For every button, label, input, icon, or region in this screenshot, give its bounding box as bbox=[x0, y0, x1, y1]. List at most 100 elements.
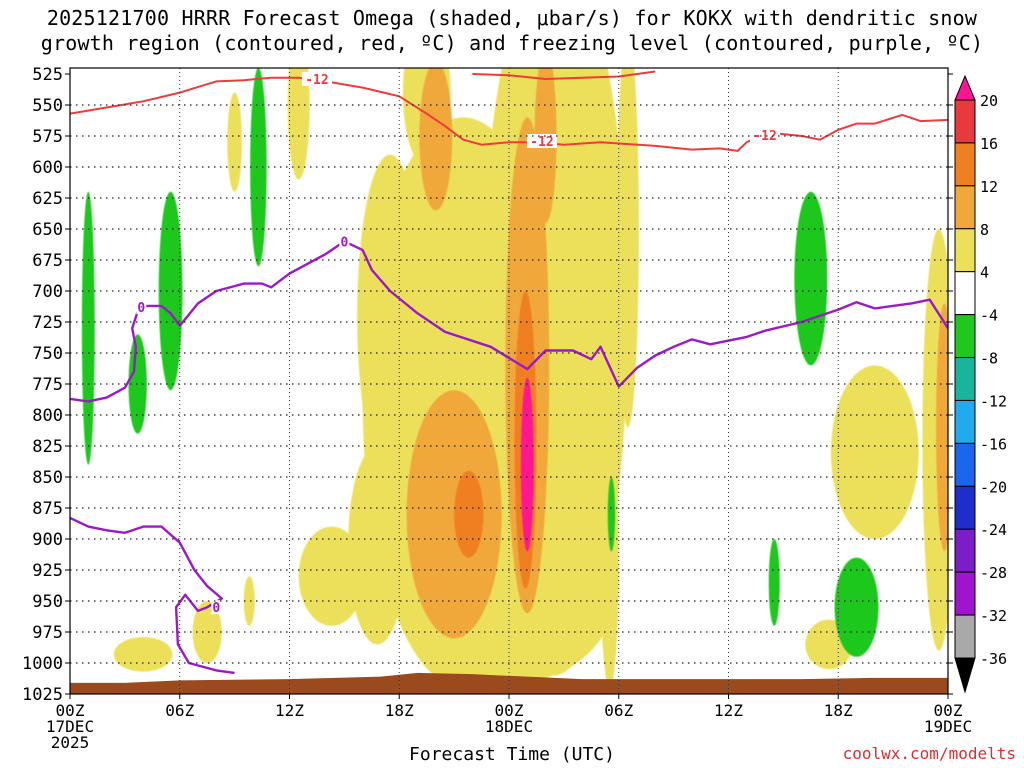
freezing-level-label: 0 bbox=[340, 235, 348, 250]
omega-shade-negative bbox=[768, 539, 780, 626]
colorbar-label: -16 bbox=[980, 435, 1007, 453]
pressure-tick-label: 800 bbox=[32, 406, 63, 426]
colorbar-bottom-arrow bbox=[954, 657, 976, 694]
omega-shade bbox=[243, 576, 255, 626]
colorbar-band bbox=[954, 442, 976, 487]
omega-shade bbox=[298, 526, 365, 626]
time-tick-label: 17DEC bbox=[46, 717, 94, 736]
colorbar-label: -36 bbox=[980, 650, 1007, 668]
pressure-tick-label: 525 bbox=[32, 65, 63, 85]
dgz-label: -12 bbox=[753, 129, 776, 144]
omega-shade-negative bbox=[794, 191, 828, 366]
pressure-tick-label: 575 bbox=[32, 127, 63, 147]
freezing-level-label: 0 bbox=[212, 601, 220, 616]
time-tick-label: 2025 bbox=[51, 733, 90, 752]
dgz-label: -12 bbox=[305, 73, 328, 88]
colorbar-band bbox=[954, 228, 976, 273]
pressure-tick-label: 975 bbox=[32, 623, 63, 643]
pressure-tick-label: 950 bbox=[32, 592, 63, 612]
colorbar-band bbox=[954, 399, 976, 444]
pressure-tick-label: 875 bbox=[32, 499, 63, 519]
pressure-tick-label: 650 bbox=[32, 220, 63, 240]
omega-shade bbox=[520, 377, 534, 552]
time-tick-label: 06Z bbox=[604, 701, 633, 720]
dgz-label: -12 bbox=[530, 135, 553, 150]
colorbar-band bbox=[954, 485, 976, 530]
pressure-tick-label: 775 bbox=[32, 375, 63, 395]
pressure-tick-label: 750 bbox=[32, 344, 63, 364]
pressure-tick-label: 625 bbox=[32, 189, 63, 209]
colorbar-label: -24 bbox=[980, 521, 1007, 539]
pressure-tick-label: 825 bbox=[32, 437, 63, 457]
time-tick-label: 12Z bbox=[714, 701, 743, 720]
time-tick-label: 12Z bbox=[275, 701, 304, 720]
time-tick-label: 18Z bbox=[824, 701, 853, 720]
freezing-level-contour-lower bbox=[70, 516, 235, 675]
colorbar-label: -4 bbox=[980, 307, 998, 325]
pressure-tick-label: 700 bbox=[32, 282, 63, 302]
x-axis-label: Forecast Time (UTC) bbox=[409, 744, 615, 765]
time-tick-label: 00Z bbox=[56, 701, 85, 720]
colorbar-band bbox=[954, 185, 976, 230]
freezing-level-contour bbox=[70, 240, 948, 403]
omega-shade bbox=[192, 601, 222, 663]
pressure-tick-label: 725 bbox=[32, 313, 63, 333]
chart-title: 2025121700 HRRR Forecast Omega (shaded, … bbox=[0, 6, 1024, 56]
colorbar-band bbox=[954, 357, 976, 401]
dgz-label-bg bbox=[750, 127, 781, 142]
colorbar-band bbox=[954, 99, 976, 144]
time-tick-label: 06Z bbox=[165, 701, 194, 720]
colorbar-band bbox=[954, 271, 976, 316]
omega-shade bbox=[616, 68, 639, 428]
omega-shade bbox=[830, 365, 919, 539]
pressure-axis: 525 550 575 600 625 650 675 700 725 750 775 800 825 8… bbox=[22, 65, 953, 705]
colorbar-label: -28 bbox=[980, 564, 1007, 582]
colorbar-band bbox=[954, 142, 976, 187]
omega-shade bbox=[419, 68, 453, 211]
omega-shade bbox=[227, 92, 242, 192]
omega-shade bbox=[936, 303, 948, 552]
omega-shade-negative bbox=[250, 68, 267, 267]
pressure-tick-label: 1000 bbox=[22, 654, 63, 674]
colorbar-label: 12 bbox=[980, 178, 998, 196]
colorbar-band bbox=[954, 571, 976, 616]
time-tick-label: 18DEC bbox=[485, 717, 533, 736]
pressure-tick-label: 600 bbox=[32, 158, 63, 178]
omega-shade bbox=[357, 154, 424, 478]
freezing-level-label-bg bbox=[339, 234, 350, 249]
pressure-tick-label: 675 bbox=[32, 251, 63, 271]
colorbar-band bbox=[954, 528, 976, 573]
omega-shade bbox=[348, 446, 407, 645]
dgz-label-bg bbox=[301, 71, 332, 86]
omega-shade-negative bbox=[128, 334, 147, 434]
dgz-contour-top bbox=[472, 70, 656, 80]
colorbar-label: -20 bbox=[980, 478, 1007, 496]
colorbar: 20 16 12 8 4 -4 -8 -12 -16 -20 -24 -28 -32 -36 bbox=[954, 74, 1007, 694]
omega-shade bbox=[454, 470, 484, 558]
pressure-tick-label: 850 bbox=[32, 468, 63, 488]
colorbar-label: -8 bbox=[980, 350, 998, 368]
pressure-tick-label: 900 bbox=[32, 530, 63, 550]
freezing-level-label-bg bbox=[211, 600, 222, 615]
freezing-level-label-bg bbox=[136, 300, 147, 315]
omega-shade-negative bbox=[855, 586, 869, 636]
chart-title-line1: 2025121700 HRRR Forecast Omega (shaded, … bbox=[46, 6, 978, 30]
plot-area: -12 -12 -12 0 0 0 bbox=[70, 68, 948, 694]
colorbar-band bbox=[954, 314, 976, 359]
chart-title-line2: growth region (contoured, red, ºC) and f… bbox=[40, 31, 984, 55]
colorbar-band bbox=[954, 614, 976, 659]
colorbar-label: 16 bbox=[980, 135, 998, 153]
credit-text: coolwx.com/modelts bbox=[842, 744, 1016, 763]
pressure-tick-label: 1025 bbox=[22, 685, 63, 705]
time-tick-label: 00Z bbox=[934, 701, 963, 720]
colorbar-top-arrow bbox=[954, 74, 976, 101]
omega-shade-negative bbox=[607, 477, 616, 552]
time-tick-label: 19DEC bbox=[924, 717, 972, 736]
colorbar-label: 8 bbox=[980, 221, 989, 239]
grid-lines bbox=[70, 68, 948, 694]
pressure-tick-label: 925 bbox=[32, 561, 63, 581]
pressure-tick-label: 550 bbox=[32, 96, 63, 116]
time-tick-label: 18Z bbox=[385, 701, 414, 720]
omega-shade-negative bbox=[81, 191, 95, 465]
